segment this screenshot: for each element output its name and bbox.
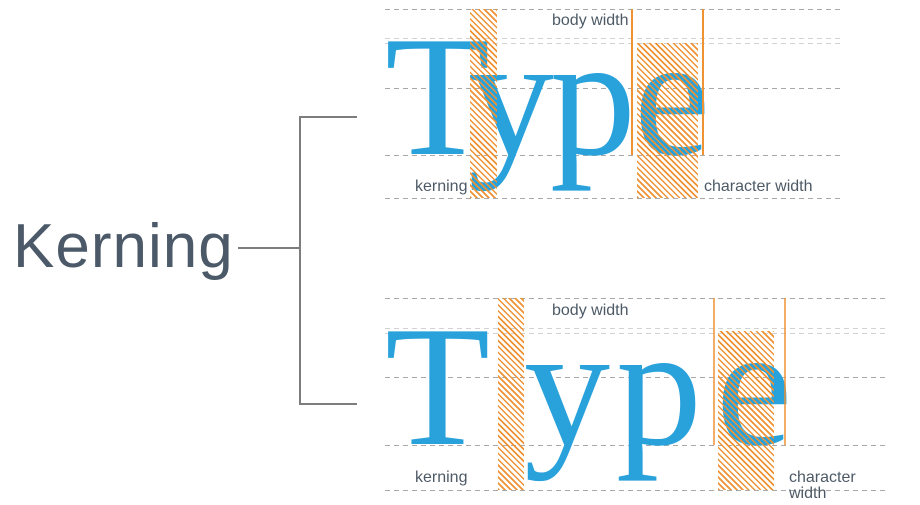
guide-line-baseline [385,445,888,446]
guide-line-xheight [385,377,888,378]
bracket-top-arm-line [299,116,357,118]
guide-line-baseline [385,155,843,156]
letter-glyph: p [550,2,636,192]
guide-line-descender [385,198,843,199]
diagram-tight-kerning: T y p e body width kerning character wid… [385,9,843,199]
kerning-highlight [498,298,524,490]
guide-line-cap-upper [385,38,843,39]
character-width-marker-right [702,9,704,155]
character-width-label: character width [789,469,856,502]
guide-line-xheight [385,88,843,89]
guide-line-descender [385,490,888,491]
bracket-bottom-arm-line [299,403,357,405]
character-width-marker-left [713,298,715,445]
kerning-highlight [470,9,497,198]
character-width-highlight [718,331,774,490]
guide-line-cap-lower [385,43,843,44]
guide-line-body-top [385,298,888,299]
character-width-marker-left [631,9,633,155]
guide-line-cap-lower [385,333,888,334]
guide-line-body-top [385,9,843,10]
character-width-marker-right [784,298,786,445]
diagram-loose-kerning: T y p e body width kerning character wid… [385,292,888,502]
page-title: Kerning [13,212,234,281]
bracket-vertical-line [299,116,301,405]
guide-line-cap-upper [385,328,888,329]
letter-glyph: T [385,292,491,482]
body-width-label: body width [552,12,629,29]
body-width-label: body width [552,302,629,319]
character-width-label: character width [704,178,813,195]
letter-glyph: p [616,292,702,482]
letter-glyph: y [524,292,610,482]
kerning-label: kerning [415,469,468,486]
character-width-highlight [637,43,698,198]
kerning-label: kerning [415,178,468,195]
bracket-stub-line [238,247,300,249]
